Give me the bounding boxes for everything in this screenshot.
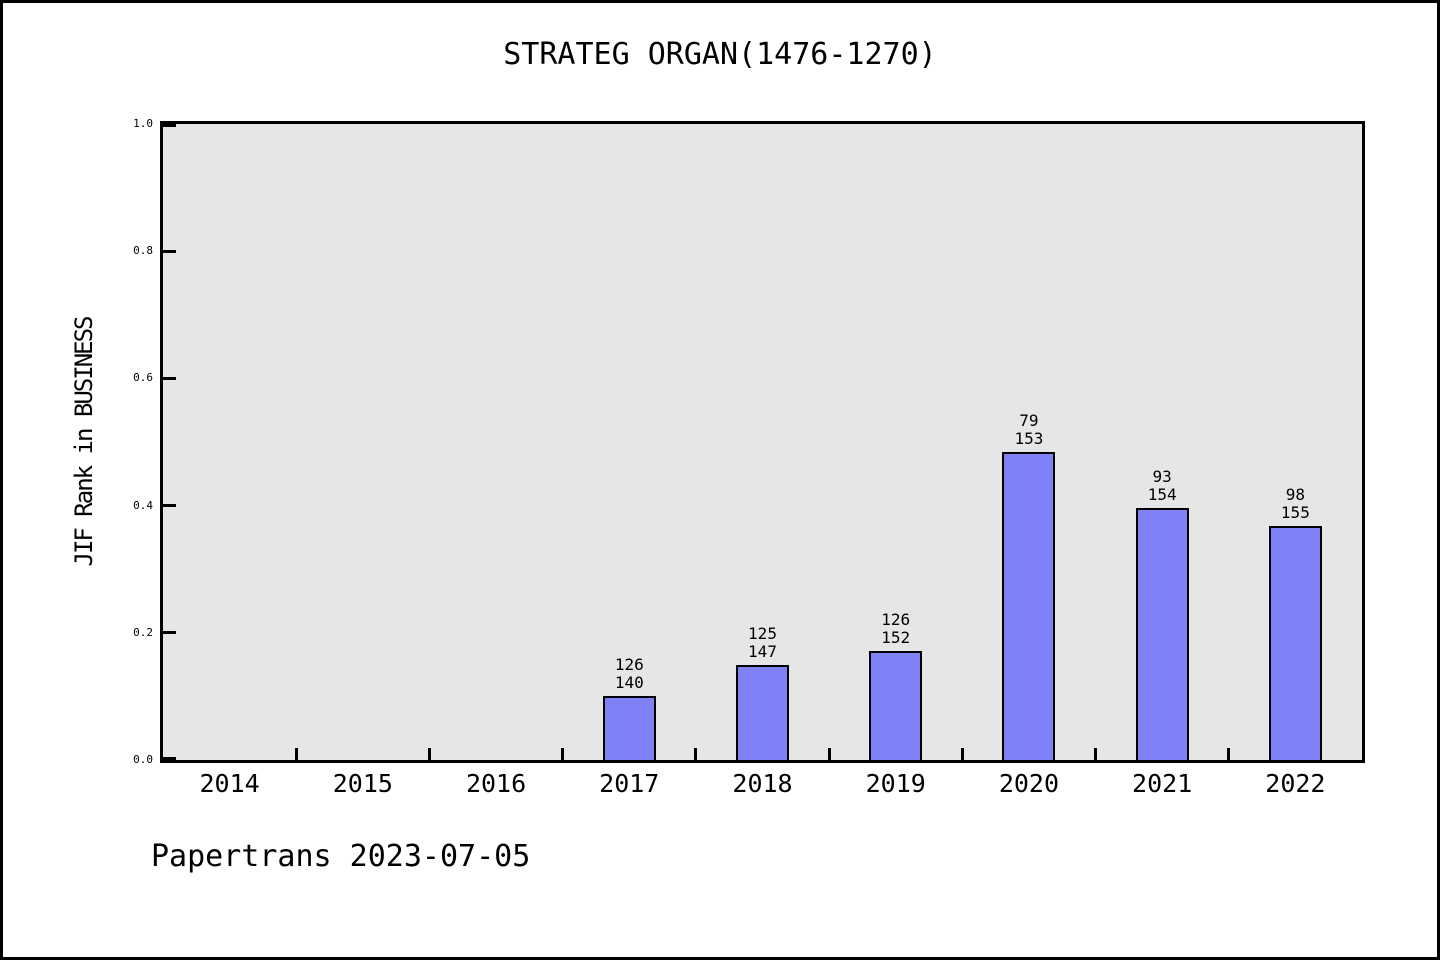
x-tick-label: 2017 <box>599 769 660 798</box>
y-tick-mark <box>163 124 176 127</box>
x-boundary-tick <box>561 748 565 760</box>
bar <box>869 651 923 760</box>
bar <box>1002 452 1056 760</box>
bar-label: 98 155 <box>1280 485 1310 522</box>
x-tick-label: 2019 <box>865 769 926 798</box>
x-tick-label: 2014 <box>199 769 260 798</box>
x-tick-label: 2020 <box>998 769 1060 798</box>
footer-caption: Papertrans 2023-07-05 <box>151 839 531 874</box>
y-axis-label: JIF Rank in BUSINESS <box>70 317 98 567</box>
y-tick-mark <box>163 504 176 508</box>
bar-label: 126 152 <box>881 610 911 647</box>
y-tick-label: 0.4 <box>133 498 153 512</box>
x-boundary-tick <box>294 748 298 760</box>
x-boundary-tick <box>694 748 698 760</box>
y-tick-label: 0.8 <box>133 244 153 258</box>
chart-title: STRATEG ORGAN(1476-1270) <box>503 37 937 72</box>
bar-label: 79 153 <box>1014 411 1044 448</box>
y-tick-mark <box>163 631 176 635</box>
x-boundary-tick <box>960 748 964 760</box>
x-boundary-tick <box>1094 748 1098 760</box>
y-tick-mark <box>163 376 176 380</box>
x-tick-label: 2021 <box>1132 769 1193 798</box>
y-tick-label: 0.6 <box>133 371 153 385</box>
plot-area: 0.0 0.2 0.4 0.6 0.8 1.0 2014 2015 2016 2017 2018 20… <box>133 117 1365 798</box>
bar <box>602 696 656 760</box>
x-boundary-tick <box>427 748 431 760</box>
y-tick-mark <box>163 249 176 253</box>
x-tick-label: 2022 <box>1265 769 1326 798</box>
x-boundary-tick <box>827 748 831 760</box>
x-tick-label: 2016 <box>465 769 527 798</box>
y-tick-label: 0.0 <box>133 753 153 766</box>
y-tick-label: 0.2 <box>133 625 153 639</box>
x-boundary-tick <box>1227 748 1231 760</box>
bar-label: 126 140 <box>614 655 644 692</box>
bar <box>1135 508 1189 760</box>
y-tick-label: 1.0 <box>133 117 153 130</box>
x-tick-label: 2018 <box>732 769 793 798</box>
bar <box>736 665 789 760</box>
bar-label: 93 154 <box>1147 467 1177 504</box>
bar <box>1268 526 1322 760</box>
bar-label: 125 147 <box>748 624 777 661</box>
x-tick-label: 2015 <box>332 769 393 798</box>
y-tick-mark <box>163 757 176 760</box>
